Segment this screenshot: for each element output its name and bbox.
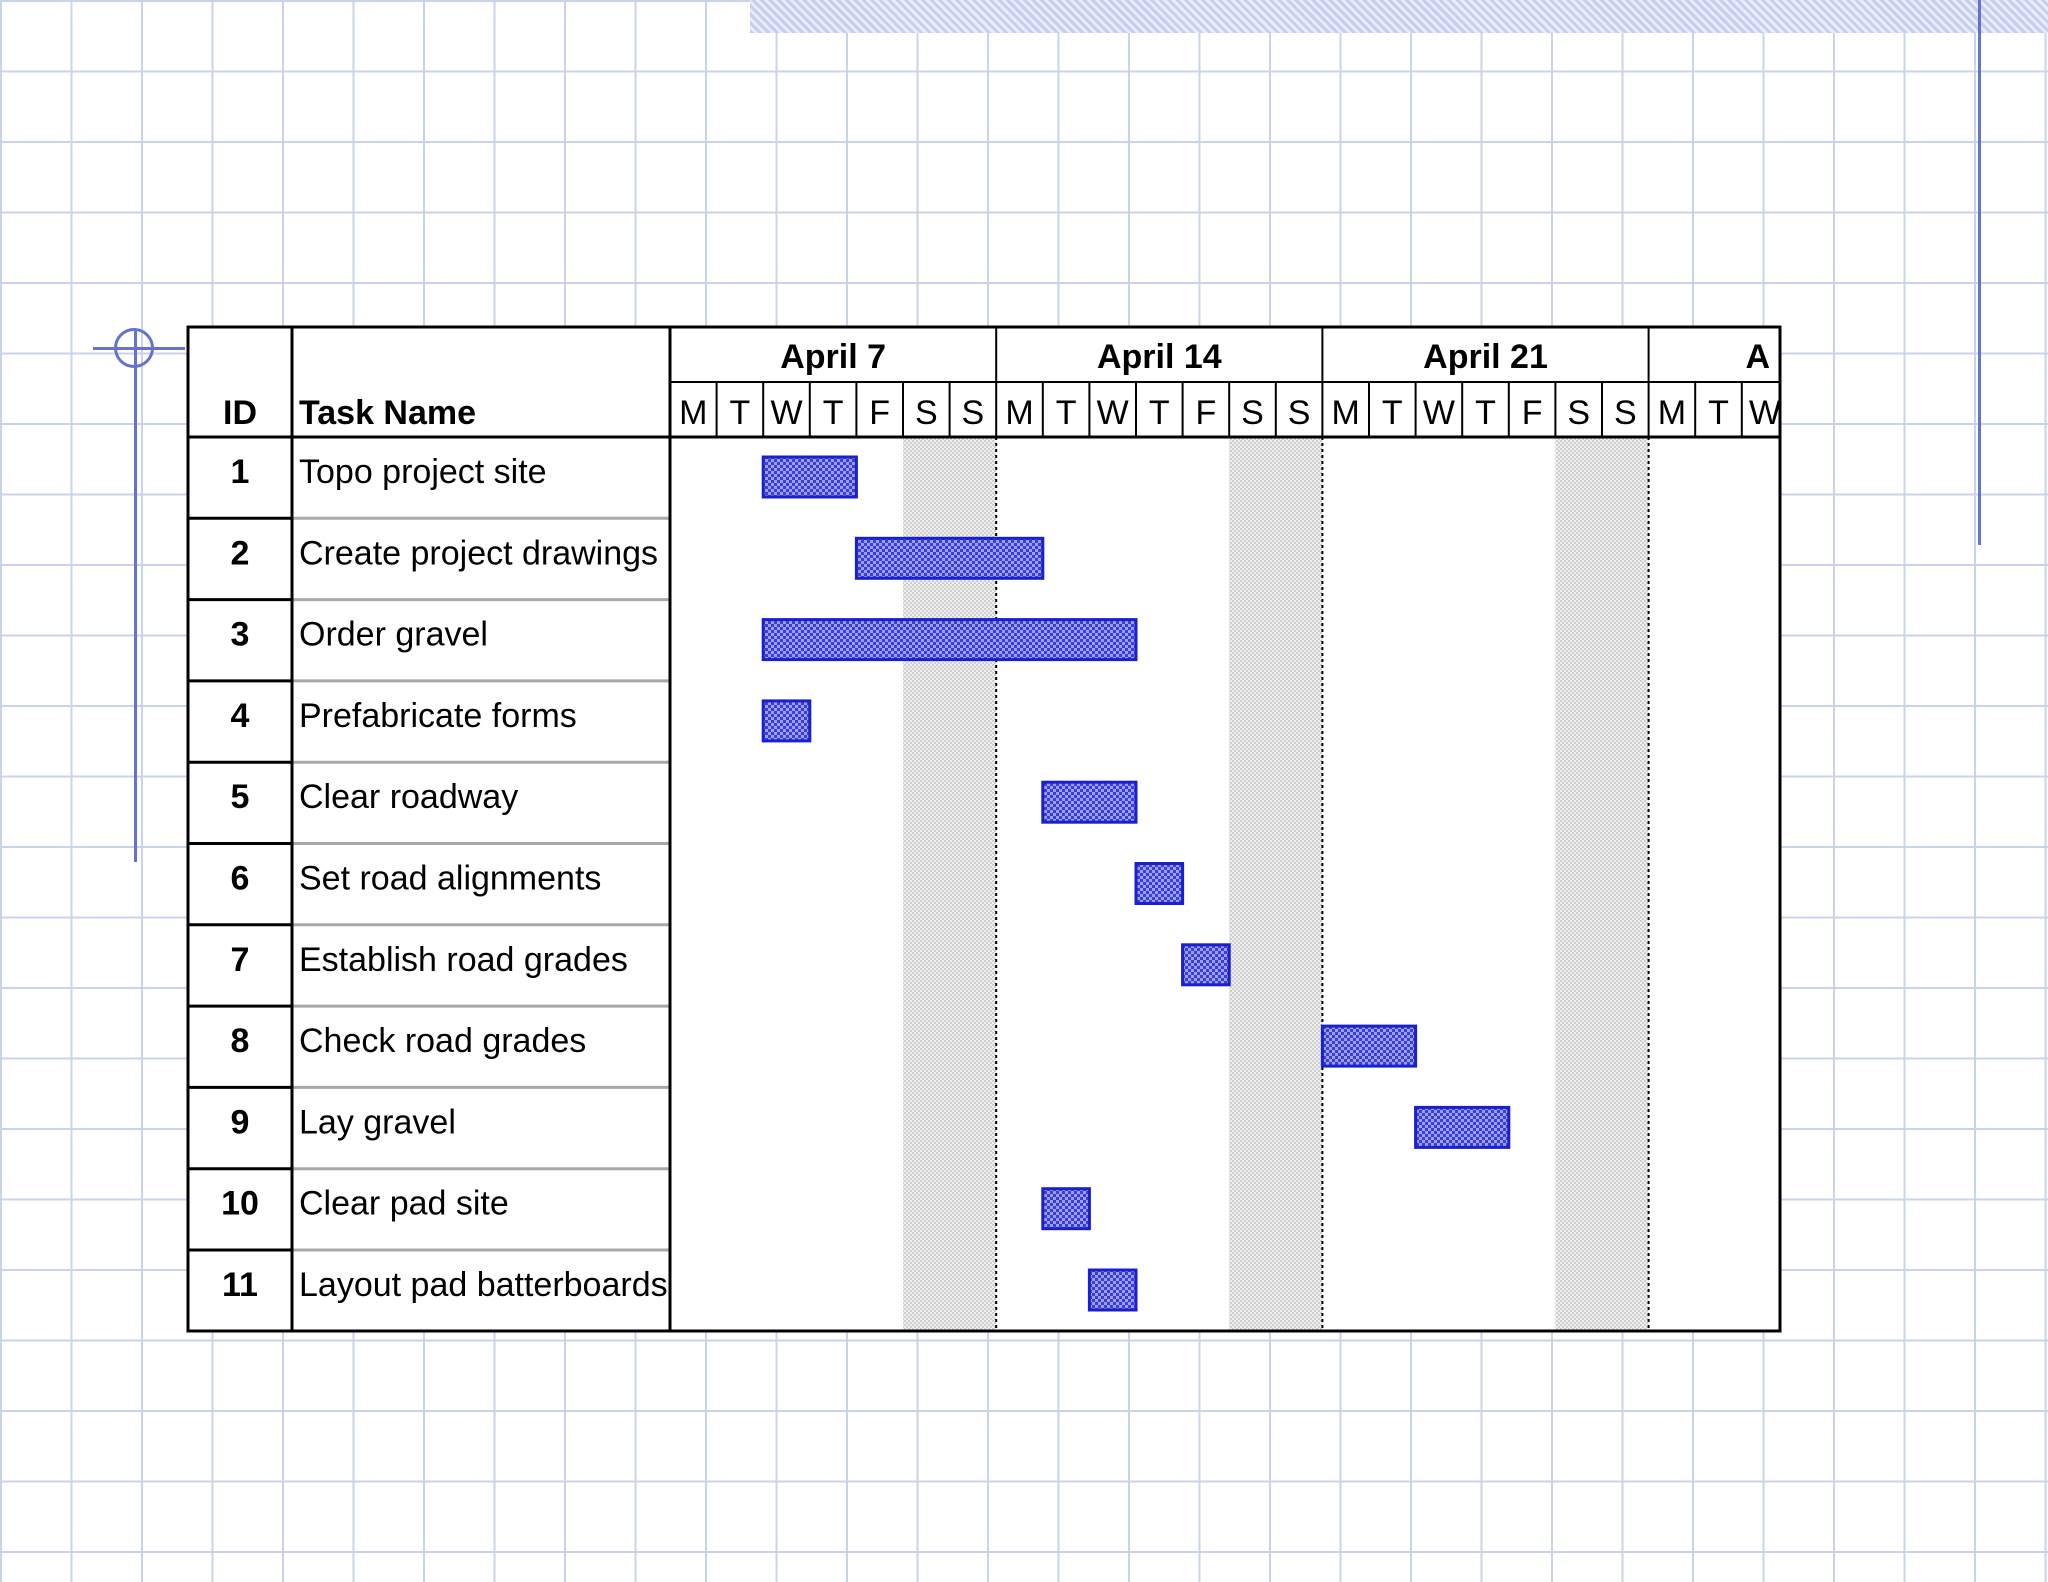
week-label: April 21: [1423, 338, 1548, 376]
weekend-shade: [1555, 437, 1602, 1331]
task-rows: 1 Topo project site 2 Create project drawin…: [221, 453, 668, 1304]
decorative-top-band: [750, 0, 2048, 33]
day-label: T: [1708, 394, 1729, 432]
task-id: 10: [221, 1185, 259, 1223]
task-id: 2: [231, 534, 250, 572]
day-label: S: [915, 394, 938, 432]
day-label: T: [1056, 394, 1077, 432]
task-id: 9: [231, 1103, 250, 1141]
task-name: Check road grades: [299, 1022, 586, 1060]
task-bar: [1414, 1105, 1511, 1149]
day-label: W: [1097, 394, 1129, 432]
task-bar: [1134, 862, 1185, 905]
day-label: T: [1475, 394, 1496, 432]
day-label: S: [1241, 394, 1264, 432]
task-name: Clear roadway: [299, 778, 518, 816]
weekend-shade: [1229, 437, 1276, 1331]
task-name: Prefabricate forms: [299, 697, 577, 735]
day-label: M: [679, 394, 707, 432]
table-outer-border: [186, 325, 1782, 1333]
task-id: 8: [231, 1022, 250, 1060]
task-bar: [854, 536, 1045, 580]
day-label: F: [869, 394, 890, 432]
task-name: Order gravel: [299, 616, 488, 654]
day-label: M: [1005, 394, 1033, 432]
task-bars: [761, 455, 1511, 1312]
table-header: ID Task Name April 7 April 14 April 21 AM T W…: [223, 338, 1781, 432]
day-label: T: [1382, 394, 1403, 432]
task-name: Establish road grades: [299, 941, 628, 979]
id-column-header: ID: [223, 394, 257, 432]
task-name: Lay gravel: [299, 1103, 456, 1141]
task-name: Layout pad batterboards: [299, 1266, 668, 1304]
task-name: Topo project site: [299, 453, 547, 491]
task-bar: [1041, 1187, 1091, 1231]
day-label: S: [1567, 394, 1590, 432]
day-label: F: [1522, 394, 1543, 432]
task-bar: [761, 699, 812, 743]
decorative-crosshair-circle: [114, 328, 154, 368]
day-label: T: [823, 394, 844, 432]
task-id: 4: [231, 697, 250, 735]
decorative-right-rule: [1978, 0, 1981, 545]
task-name: Set road alignments: [299, 860, 601, 898]
task-bar: [1320, 1024, 1418, 1068]
task-bar: [1087, 1268, 1138, 1312]
day-label: S: [962, 394, 985, 432]
day-label: T: [1149, 394, 1170, 432]
task-id: 11: [222, 1266, 258, 1304]
task-id: 7: [231, 941, 250, 979]
day-label: W: [770, 394, 802, 432]
week-label: April 7: [780, 338, 886, 376]
day-label: T: [730, 394, 751, 432]
weekend-shading: [903, 437, 1649, 1331]
task-name: Clear pad site: [299, 1185, 509, 1223]
weekend-shade: [1275, 437, 1323, 1331]
task-bar: [1041, 780, 1138, 824]
weekend-shade: [949, 437, 997, 1331]
day-label: F: [1196, 394, 1217, 432]
task-id: 3: [231, 616, 250, 654]
day-label: S: [1614, 394, 1637, 432]
task-name-column-header: Task Name: [299, 394, 476, 432]
table-grid: [186, 325, 1782, 1333]
day-label: M: [1332, 394, 1360, 432]
day-label: S: [1288, 394, 1311, 432]
task-id: 5: [231, 778, 250, 816]
week-label: A: [1745, 338, 1770, 376]
day-label: W: [1423, 394, 1455, 432]
task-id: 1: [231, 453, 250, 491]
task-bar: [761, 455, 858, 499]
task-name: Create project drawings: [299, 534, 658, 572]
task-bar: [1181, 943, 1231, 987]
week-label: April 14: [1097, 338, 1222, 376]
weekend-shade: [1602, 437, 1649, 1331]
task-id: 6: [231, 860, 250, 898]
day-label: W: [1749, 394, 1781, 432]
day-label: M: [1658, 394, 1686, 432]
decorative-left-rule: [134, 330, 137, 862]
task-bar: [761, 618, 1138, 662]
weekend-shade: [903, 437, 950, 1331]
